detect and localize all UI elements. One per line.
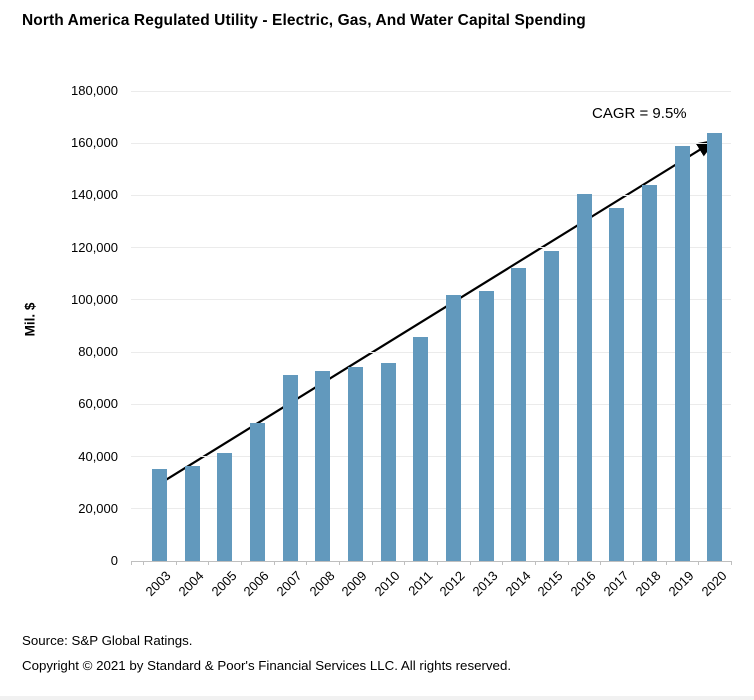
- x-tick-label: 2018: [632, 568, 664, 600]
- y-tick-label: 160,000: [71, 135, 118, 151]
- y-tick-label: 100,000: [71, 291, 118, 307]
- y-tick-label: 0: [110, 553, 118, 568]
- bar-2017: [609, 207, 625, 561]
- x-axis-tick: [143, 561, 144, 565]
- bar-2003: [151, 468, 167, 561]
- y-tick-label: 60,000: [78, 396, 118, 412]
- cagr-annotation: CAGR = 9.5%: [592, 105, 687, 122]
- x-tick-label: 2014: [502, 568, 534, 600]
- x-tick-label: 2005: [208, 568, 240, 600]
- bar-2012: [445, 294, 461, 561]
- bar-2008: [315, 370, 331, 561]
- gridline: [131, 299, 731, 301]
- bar-2015: [543, 250, 559, 561]
- y-tick-label: 180,000: [71, 83, 118, 98]
- x-tick-label: 2004: [175, 568, 207, 600]
- x-axis-tick: [404, 561, 406, 565]
- x-axis-tick: [241, 561, 242, 565]
- gridline: [131, 456, 731, 458]
- x-tick-label: 2015: [534, 568, 566, 600]
- x-axis-tick: [698, 561, 700, 565]
- chart-title: North America Regulated Utility - Electr…: [22, 12, 586, 29]
- gridline: [131, 142, 731, 144]
- plot-area: CAGR = 9.5%: [131, 90, 732, 565]
- y-tick-label: 120,000: [71, 239, 118, 255]
- x-axis-tick: [131, 561, 132, 565]
- x-axis-tick: [371, 561, 373, 565]
- x-axis-tick: [306, 561, 308, 565]
- x-axis-tick: [175, 561, 177, 565]
- x-axis-tick: [339, 561, 340, 565]
- x-axis-tick: [469, 561, 471, 565]
- gridline: [131, 90, 731, 92]
- bar-2011: [413, 337, 429, 561]
- bar-2010: [380, 363, 396, 561]
- gridline: [131, 247, 731, 249]
- bar-2019: [674, 146, 690, 561]
- x-tick-label: 2006: [240, 568, 272, 600]
- x-tick-label: 2017: [600, 568, 632, 600]
- x-axis-tick: [535, 561, 536, 565]
- x-tick-label: 2009: [338, 568, 370, 600]
- x-axis-tick: [437, 561, 438, 565]
- bar-2016: [576, 193, 592, 561]
- bar-2014: [511, 268, 527, 561]
- bar-2018: [641, 185, 657, 561]
- x-axis-tick: [600, 561, 602, 565]
- x-axis-tick: [273, 561, 275, 565]
- x-axis-tick: [567, 561, 569, 565]
- x-tick-label: 2016: [567, 568, 599, 600]
- x-tick-label: 2019: [665, 568, 697, 600]
- gridline: [131, 403, 731, 405]
- x-axis-tick: [502, 561, 504, 565]
- y-tick-label: 140,000: [71, 187, 118, 203]
- x-tick-label: 2011: [404, 568, 436, 599]
- y-tick-label: 40,000: [78, 448, 118, 464]
- copyright-note: Copyright © 2021 by Standard & Poor's Fi…: [22, 658, 512, 673]
- chart-footer: Source: S&P Global Ratings. Copyright © …: [22, 628, 511, 678]
- x-tick-label: 2010: [371, 568, 403, 600]
- y-axis: 0 20,000 40,000 60,000 80,000 100,000 120,000 1…: [0, 83, 118, 568]
- bar-2004: [184, 466, 200, 561]
- x-tick-label: 2012: [436, 568, 468, 600]
- x-axis-tick: [731, 561, 732, 565]
- bar-2005: [217, 452, 233, 561]
- bar-2013: [478, 290, 494, 561]
- gridline: [131, 351, 731, 353]
- bar-2020: [707, 132, 723, 561]
- y-tick-label: 80,000: [78, 344, 118, 360]
- bar-2009: [347, 366, 363, 561]
- gridline: [131, 194, 731, 196]
- x-tick-label: 2020: [698, 568, 730, 600]
- x-tick-label: 2007: [273, 568, 305, 600]
- x-tick-label: 2013: [469, 568, 501, 600]
- x-axis-tick: [633, 561, 634, 565]
- x-tick-label: 2003: [142, 568, 174, 600]
- bar-2007: [282, 375, 298, 561]
- x-axis-tick: [208, 561, 210, 565]
- window-edge: [0, 696, 754, 700]
- x-axis: 2003 2004 2005 2006 2007 2008 2009 2010 2011 2012…: [131, 568, 731, 614]
- gridline: [131, 508, 731, 510]
- source-note: Source: S&P Global Ratings.: [22, 633, 193, 648]
- y-tick-label: 20,000: [78, 500, 118, 516]
- bar-2006: [249, 422, 265, 561]
- x-axis-tick: [665, 561, 667, 565]
- x-tick-label: 2008: [306, 568, 338, 600]
